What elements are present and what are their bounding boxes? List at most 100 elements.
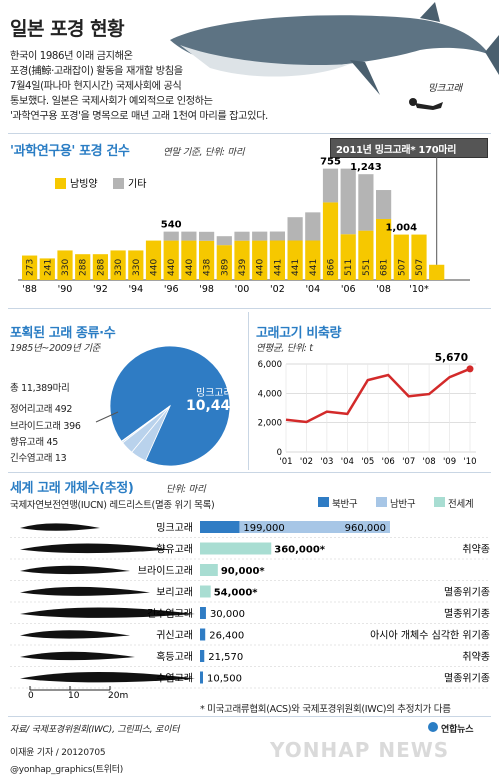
bar-south-1991 — [75, 254, 91, 280]
species-pie-chart — [95, 345, 231, 467]
bar-label-1991: 288 — [79, 259, 89, 276]
species-other-3: 향유고래 45 — [10, 437, 58, 448]
whale-label: 밍크고래 — [428, 83, 462, 94]
bar-south-2001 — [252, 240, 268, 280]
minke-whale-illustration — [170, 2, 499, 95]
bar-label-1994: 330 — [132, 259, 142, 276]
pie-minke-label: 밍크고래 — [196, 388, 233, 399]
legend-label-other: 기타 — [128, 178, 146, 190]
bar-other-1996 — [163, 231, 179, 241]
callout-text: 2011년 밍크고래* 170마리 — [336, 145, 457, 156]
yonhap-logo-icon — [428, 722, 438, 732]
whale-name: 수염고래 — [156, 673, 193, 685]
scale-label-20m: 20m — [108, 691, 128, 701]
x-tick-label: '10 — [463, 457, 476, 467]
species-total: 총 11,389마리 — [10, 383, 70, 394]
y-tick-label: 2,000 — [258, 419, 282, 429]
x-tick-label: '02 — [270, 284, 285, 295]
divider — [8, 133, 491, 134]
value-north: 26,400 — [209, 631, 244, 642]
bar-other-2001 — [252, 231, 268, 241]
total-label-2005: 755 — [320, 157, 341, 168]
bar-north — [200, 607, 206, 619]
legend-south: 남반구 — [390, 499, 416, 510]
species-other-1: 정어리고래 492 — [10, 404, 73, 415]
whale-name: 브라이드고래 — [138, 565, 193, 577]
bar-other-1997 — [181, 231, 197, 241]
divider — [8, 308, 491, 309]
x-tick-label: '04 — [341, 457, 354, 467]
x-tick-label: '88 — [22, 284, 37, 295]
stock-line — [285, 367, 471, 424]
whale-silhouette-icon — [20, 523, 100, 531]
bar-label-1988: 273 — [26, 259, 36, 276]
status-label: 아시아 개체수 심각한 위기종 — [370, 629, 490, 642]
bar-south-1998 — [199, 240, 215, 280]
whale-name: 혹등고래 — [156, 650, 193, 663]
watermark: YONHAP NEWS — [270, 738, 450, 762]
divider — [8, 472, 491, 473]
population-title: 세계 고래 개체수(추정) — [10, 481, 134, 496]
bar-label-2001: 440 — [256, 259, 266, 276]
x-tick-label: '07 — [402, 457, 415, 467]
legend-label-south: 남빙양 — [70, 178, 98, 190]
bar-south-2003 — [287, 240, 303, 280]
bar-south-1992 — [92, 254, 108, 280]
bar-label-1993: 330 — [114, 259, 124, 276]
bar-south-1990 — [57, 250, 73, 280]
whale-silhouette-icon — [20, 543, 170, 554]
bar-label-2003: 441 — [291, 259, 301, 276]
bar-south-2004 — [305, 240, 321, 280]
bar-label-1999: 389 — [220, 259, 230, 276]
whale-silhouette-icon — [20, 651, 135, 661]
legend-north: 북반구 — [332, 499, 358, 510]
bar-other-1999 — [216, 236, 232, 246]
bar-south-2010 — [411, 234, 427, 280]
status-label: 취약종 — [462, 651, 490, 663]
stock-last-point — [466, 365, 474, 373]
bar-other-2004 — [305, 212, 321, 241]
catch-title: '과학연구용' 포경 건수 — [10, 144, 130, 159]
bar-other-2002 — [269, 231, 285, 241]
x-tick-label: '90 — [58, 284, 73, 295]
pie-minke-value: 10,443 — [186, 398, 241, 414]
stock-subtitle: 연평균, 단위: t — [256, 343, 313, 354]
stock-line-chart: 6,000 4,000 2,000 0'01 '02 '03 '04 '05 '06 '07 '08… — [258, 352, 477, 467]
bar-south-2009 — [393, 234, 409, 280]
bar-south-1995 — [145, 240, 162, 280]
x-tick-label: '98 — [199, 284, 214, 295]
legend-swatch-south — [376, 497, 387, 507]
status-label: 멸종위기종 — [444, 586, 490, 599]
population-subtitle: 단위: 마리 — [166, 484, 206, 495]
bar-label-2006: 511 — [344, 259, 354, 276]
bar-label-1992: 288 — [96, 259, 106, 276]
whale-silhouette-icon — [20, 607, 195, 618]
bar-label-2000: 439 — [238, 259, 248, 276]
stock-last-label: 5,670 — [435, 352, 468, 364]
pie-slice-긴수염고래 — [120, 405, 171, 443]
bar-north — [200, 521, 240, 533]
bar-label-1997: 440 — [185, 259, 195, 276]
population-note: * 미국고래류협회(ACS)와 국제포경위원회(IWC)의 추정치가 다름 — [200, 704, 451, 715]
page-title: 일본 포경 현황 — [10, 18, 125, 40]
bar-other-2006 — [340, 168, 356, 235]
whale-name: 보리고래 — [156, 587, 193, 599]
whale-silhouette-icon — [20, 672, 195, 683]
bar-world — [200, 542, 272, 555]
bar-south-2005 — [322, 202, 339, 280]
whale-silhouette-icon — [20, 630, 130, 639]
value-north: 10,500 — [207, 674, 242, 685]
bar-south-1993 — [110, 250, 126, 280]
species-other-4: 긴수염고래 13 — [10, 453, 67, 464]
bar-label-2008: 681 — [380, 259, 390, 276]
y-tick-label: 0 — [277, 448, 282, 458]
value-world: 90,000* — [221, 566, 266, 577]
logo-text: 연합뉴스 — [441, 725, 474, 735]
reporter: 이재윤 기자 / 20120705 — [10, 748, 106, 758]
bar-south-1997 — [181, 240, 197, 280]
bar-label-2010: 507 — [415, 259, 425, 276]
bar-label-2004: 441 — [309, 259, 319, 276]
bar-south-1994 — [128, 250, 144, 280]
bar-south-2006 — [340, 234, 356, 280]
y-tick-label: 4,000 — [258, 389, 282, 399]
